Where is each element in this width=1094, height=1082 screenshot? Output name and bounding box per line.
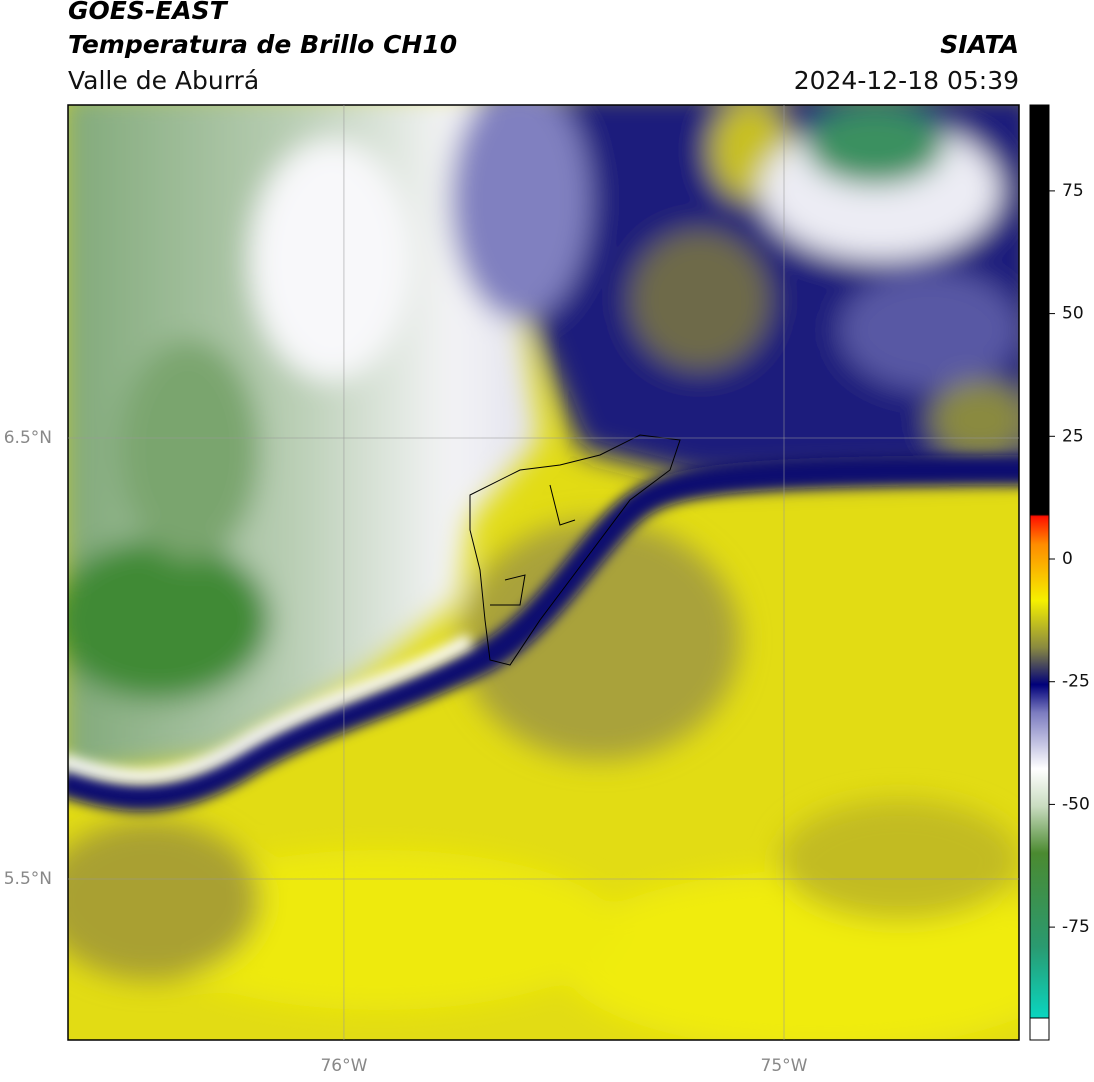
colorbar-label: -25	[1062, 672, 1090, 692]
colorbar-under	[1029, 1017, 1050, 1041]
colorbar-label: -75	[1062, 917, 1090, 937]
lon-label: 75°W	[761, 1056, 808, 1076]
title: GOES-EAST	[68, 0, 229, 25]
lon-label: 76°W	[320, 1056, 367, 1076]
subtitle: Temperatura de Brillo CH10	[68, 30, 457, 59]
municipal-boundaries	[469, 434, 681, 666]
colorbar	[1029, 104, 1050, 1041]
lat-label: 5.5°N	[4, 869, 52, 889]
lat-label: 6.5°N	[4, 428, 52, 448]
satellite-image	[68, 105, 1019, 1040]
source: SIATA	[940, 30, 1019, 59]
colorbar-label: 50	[1062, 304, 1084, 324]
datetime: 2024-12-18 05:39	[794, 66, 1019, 95]
colorbar-label: 0	[1062, 549, 1073, 569]
colorbar-label: 75	[1062, 181, 1084, 201]
map-frame	[67, 104, 1020, 1041]
colorbar-label: -50	[1062, 794, 1090, 814]
region: Valle de Aburrá	[68, 66, 259, 95]
colorbar-label: 25	[1062, 426, 1084, 446]
